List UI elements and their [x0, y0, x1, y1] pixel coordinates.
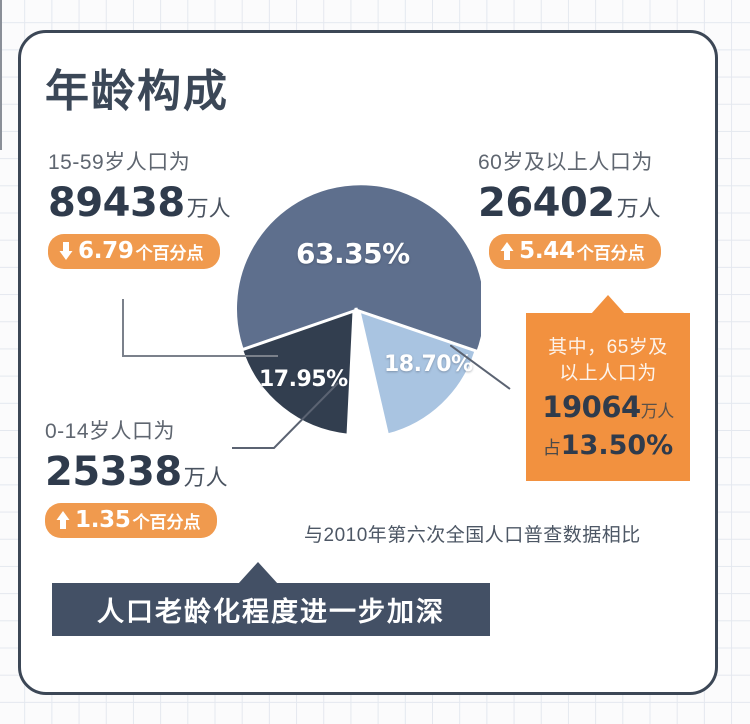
callout-percent-prefix: 占 [542, 438, 561, 459]
children-unit: 万人 [183, 466, 228, 491]
leader-line-working-age [122, 299, 278, 357]
callout-value-row: 19064万人 [526, 391, 690, 428]
banner-text: 人口老龄化程度进一步加深 [97, 597, 445, 628]
elderly-change-value: 5.44 [519, 238, 575, 264]
working-age-value: 89438 [48, 180, 185, 226]
working-age-change-value: 6.79 [78, 238, 134, 264]
callout-value: 19064 [542, 390, 641, 424]
age-composition-pie-chart [231, 185, 481, 435]
children-change-suffix: 个百分点 [132, 512, 201, 532]
working-age-label: 15-59岁人口为 [48, 151, 191, 174]
leader-line-elderly [0, 0, 2, 150]
children-change-badge: 1.35 个百分点 [45, 503, 217, 538]
leader-line-callout [450, 345, 511, 390]
callout-line-1: 其中，65岁及 [548, 337, 668, 358]
working-age-change-badge: 6.79 个百分点 [48, 234, 220, 269]
callout-percent: 13.50% [560, 430, 674, 461]
pie-slice-elderly [356, 308, 478, 435]
arrow-up-icon [500, 242, 514, 260]
elderly-value: 26402 [478, 180, 615, 226]
elderly-change-suffix: 个百分点 [576, 243, 645, 263]
callout-percent-row: 占13.50% [526, 430, 690, 465]
stat-block-children: 0-14岁人口为 25338万人 1.35 个百分点 [45, 415, 228, 538]
arrow-down-icon [59, 242, 73, 260]
working-age-change-suffix: 个百分点 [135, 243, 204, 263]
working-age-value-row: 89438万人 [48, 180, 231, 226]
elderly-value-row: 26402万人 [478, 180, 661, 226]
comparison-footnote: 与2010年第六次全国人口普查数据相比 [304, 525, 641, 546]
stat-block-elderly: 60岁及以上人口为 26402万人 5.44 个百分点 [478, 146, 661, 269]
stat-block-working-age: 15-59岁人口为 89438万人 6.79 个百分点 [48, 146, 231, 269]
banner-pointer-icon [238, 562, 278, 584]
page-title: 年龄构成 [45, 66, 229, 117]
callout-65-and-over: 其中，65岁及 以上人口为 19064万人 占13.50% [526, 295, 690, 481]
children-label: 0-14岁人口为 [45, 420, 176, 443]
pie-label-working-age: 63.35% [296, 237, 410, 270]
children-change-value: 1.35 [75, 507, 131, 533]
working-age-unit: 万人 [186, 197, 231, 222]
leader-line-children [232, 382, 339, 449]
children-value-row: 25338万人 [45, 449, 228, 495]
conclusion-banner: 人口老龄化程度进一步加深 [52, 562, 490, 636]
elderly-change-badge: 5.44 个百分点 [489, 234, 661, 269]
arrow-up-icon [56, 511, 70, 529]
pie-slice-children [239, 308, 356, 435]
callout-unit: 万人 [640, 402, 675, 422]
pie-label-elderly: 18.70% [384, 352, 473, 377]
callout-line-2: 以上人口为 [559, 363, 657, 384]
children-value: 25338 [45, 449, 182, 495]
callout-pointer-icon [591, 295, 625, 314]
elderly-unit: 万人 [616, 197, 661, 222]
elderly-label: 60岁及以上人口为 [478, 151, 653, 174]
